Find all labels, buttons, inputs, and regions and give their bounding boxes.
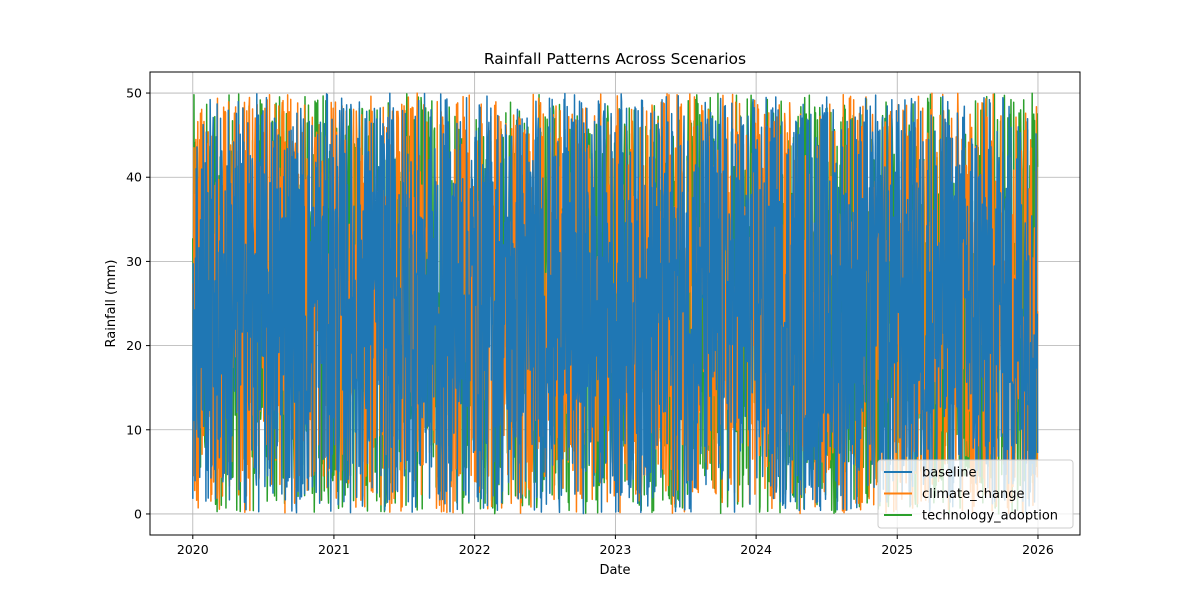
legend-label: climate_change bbox=[922, 487, 1024, 502]
series-layer bbox=[192, 92, 1039, 515]
legend-label: baseline bbox=[922, 466, 976, 481]
legend-label: technology_adoption bbox=[922, 509, 1058, 524]
y-axis-ticks: 0 10 20 30 40 50 bbox=[126, 86, 150, 521]
legend-box bbox=[877, 459, 1074, 529]
x-tick-label: 2020 bbox=[177, 542, 209, 557]
x-tick-label: 2026 bbox=[1022, 542, 1054, 557]
y-tick-label: 50 bbox=[126, 86, 142, 101]
legend: baseline climate_change technology_adoptio… bbox=[877, 459, 1074, 529]
x-tick-label: 2023 bbox=[599, 542, 631, 557]
y-tick-label: 0 bbox=[134, 506, 142, 521]
x-axis-ticks: 2020 2021 2022 2023 2024 2025 2026 bbox=[177, 535, 1054, 557]
x-tick-label: 2021 bbox=[318, 542, 350, 557]
y-tick-label: 20 bbox=[126, 338, 142, 353]
y-tick-label: 10 bbox=[126, 422, 142, 437]
plot-area bbox=[149, 71, 1081, 536]
x-tick-label: 2024 bbox=[740, 542, 772, 557]
x-tick-label: 2022 bbox=[459, 542, 491, 557]
y-tick-label: 40 bbox=[126, 170, 142, 185]
x-tick-label: 2025 bbox=[881, 542, 913, 557]
chart-title: Rainfall Patterns Across Scenarios bbox=[484, 50, 746, 68]
y-axis-label: Rainfall (mm) bbox=[104, 260, 119, 348]
x-axis-label: Date bbox=[599, 563, 630, 578]
y-tick-label: 30 bbox=[126, 254, 142, 269]
series-line-baseline bbox=[192, 92, 1039, 515]
